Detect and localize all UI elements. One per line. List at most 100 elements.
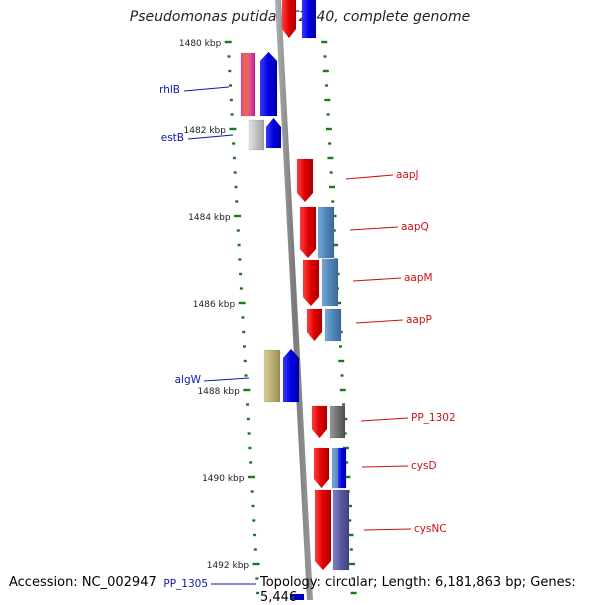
gene-leader-line bbox=[183, 86, 230, 92]
scale-tick-left bbox=[243, 388, 251, 392]
gene-label-rhlb[interactable]: rhlB bbox=[159, 84, 180, 96]
scale-tick-right bbox=[325, 84, 329, 87]
scale-tick-left bbox=[248, 446, 252, 450]
gene-label-estb[interactable]: estB bbox=[161, 132, 184, 144]
scale-tick-left bbox=[237, 243, 241, 247]
gene-arrow[interactable] bbox=[282, 348, 300, 403]
scale-tick-left bbox=[253, 548, 257, 551]
scale-tick-right bbox=[349, 562, 356, 566]
scale-tick-left bbox=[246, 417, 250, 421]
gene-leader-line bbox=[349, 226, 399, 231]
kbp-tick-label: 1486 kbp bbox=[193, 300, 236, 310]
scale-tick-left bbox=[249, 461, 253, 464]
scale-tick-left bbox=[235, 200, 239, 203]
kbp-tick-label: 1484 kbp bbox=[188, 213, 231, 223]
gene-leader-line bbox=[203, 377, 250, 382]
gene-arrow[interactable] bbox=[301, 0, 317, 39]
scale-tick-left bbox=[238, 301, 246, 305]
gene-arrow[interactable] bbox=[248, 119, 265, 151]
scale-tick-right bbox=[338, 359, 345, 363]
gene-leader-line bbox=[363, 528, 412, 531]
gene-leader-line bbox=[360, 417, 409, 422]
gene-arrow[interactable] bbox=[263, 349, 281, 403]
scale-tick-right bbox=[323, 55, 327, 58]
gene-arrow[interactable] bbox=[329, 405, 346, 439]
gene-arrow[interactable] bbox=[299, 206, 317, 259]
scale-tick-left bbox=[234, 185, 238, 189]
scale-tick-right bbox=[348, 519, 352, 522]
gene-arrow[interactable] bbox=[259, 51, 278, 117]
scale-tick-left bbox=[228, 69, 232, 73]
gene-arrow[interactable] bbox=[321, 258, 339, 307]
gene-label-aapp[interactable]: aapP bbox=[406, 314, 432, 326]
scale-tick-left bbox=[242, 330, 246, 334]
kbp-tick-label: 1488 kbp bbox=[197, 387, 240, 397]
scale-tick-left bbox=[232, 142, 236, 145]
scale-tick-right bbox=[331, 200, 335, 203]
scale-tick-left bbox=[256, 591, 260, 595]
gene-arrow[interactable] bbox=[296, 158, 314, 203]
gene-arrow[interactable] bbox=[306, 308, 323, 342]
scale-tick-right bbox=[342, 403, 346, 406]
gene-arrow[interactable] bbox=[317, 206, 335, 259]
scale-tick-right bbox=[344, 475, 351, 479]
gene-leader-line bbox=[355, 319, 404, 324]
kbp-tick-label: 1490 kbp bbox=[202, 474, 245, 484]
gene-arrow[interactable] bbox=[313, 447, 330, 489]
gene-label-cysnc[interactable]: cysNC bbox=[414, 523, 447, 535]
scale-tick-left bbox=[241, 316, 245, 319]
scale-tick-right bbox=[349, 548, 353, 551]
gene-label-pp-1305[interactable]: PP_1305 bbox=[163, 578, 208, 590]
scale-tick-right bbox=[325, 127, 332, 131]
gene-label-cysd[interactable]: cysD bbox=[411, 460, 437, 472]
scale-tick-right bbox=[328, 142, 332, 145]
kbp-tick-label: 1480 kbp bbox=[179, 39, 222, 49]
scale-tick-left bbox=[252, 562, 260, 566]
gene-arrow[interactable] bbox=[311, 405, 328, 439]
scale-tick-right bbox=[326, 113, 330, 116]
scale-tick-left bbox=[247, 432, 251, 435]
scale-tick-right bbox=[332, 229, 336, 232]
scale-tick-right bbox=[324, 98, 331, 102]
scale-tick-left bbox=[229, 127, 237, 131]
scale-tick-right bbox=[327, 156, 334, 160]
scale-tick-right bbox=[347, 533, 354, 537]
gene-label-algw[interactable]: algW bbox=[175, 374, 202, 386]
scale-tick-left bbox=[230, 113, 234, 116]
gene-arrow[interactable] bbox=[265, 117, 282, 149]
scale-tick-left bbox=[233, 171, 237, 174]
scale-tick-right bbox=[340, 374, 344, 377]
gene-label-aapq[interactable]: aapQ bbox=[401, 221, 429, 233]
gene-arrow[interactable] bbox=[314, 489, 332, 571]
gene-arrow[interactable] bbox=[302, 259, 320, 307]
scale-tick-left bbox=[255, 577, 259, 580]
gene-arrow[interactable] bbox=[337, 447, 347, 489]
gene-arrow[interactable] bbox=[281, 0, 297, 39]
scale-tick-left bbox=[246, 403, 250, 406]
gene-arrow[interactable] bbox=[324, 308, 342, 342]
scale-tick-right bbox=[350, 591, 357, 595]
gene-label-aapm[interactable]: aapM bbox=[404, 272, 433, 284]
gene-label-pp-1302[interactable]: PP_1302 bbox=[411, 412, 456, 424]
scale-tick-right bbox=[332, 243, 339, 247]
scale-tick-left bbox=[243, 359, 247, 363]
scale-tick-left bbox=[252, 519, 256, 522]
scale-tick-right bbox=[345, 461, 349, 464]
gene-leader-line bbox=[187, 134, 234, 140]
scale-tick-right bbox=[328, 185, 335, 189]
scale-tick-right bbox=[338, 345, 342, 348]
scale-tick-left bbox=[247, 475, 255, 479]
gene-arrow[interactable] bbox=[240, 52, 256, 117]
gene-arrow[interactable] bbox=[332, 489, 350, 571]
scale-tick-left bbox=[234, 214, 242, 218]
scale-tick-left bbox=[238, 258, 242, 261]
gene-label-aapj[interactable]: aapJ bbox=[396, 169, 419, 181]
scale-tick-left bbox=[251, 504, 255, 508]
scale-tick-right bbox=[339, 388, 346, 392]
scale-tick-left bbox=[229, 84, 233, 87]
gene-arrow[interactable] bbox=[289, 593, 305, 600]
scale-tick-right bbox=[335, 301, 342, 305]
scale-tick-right bbox=[351, 577, 355, 580]
